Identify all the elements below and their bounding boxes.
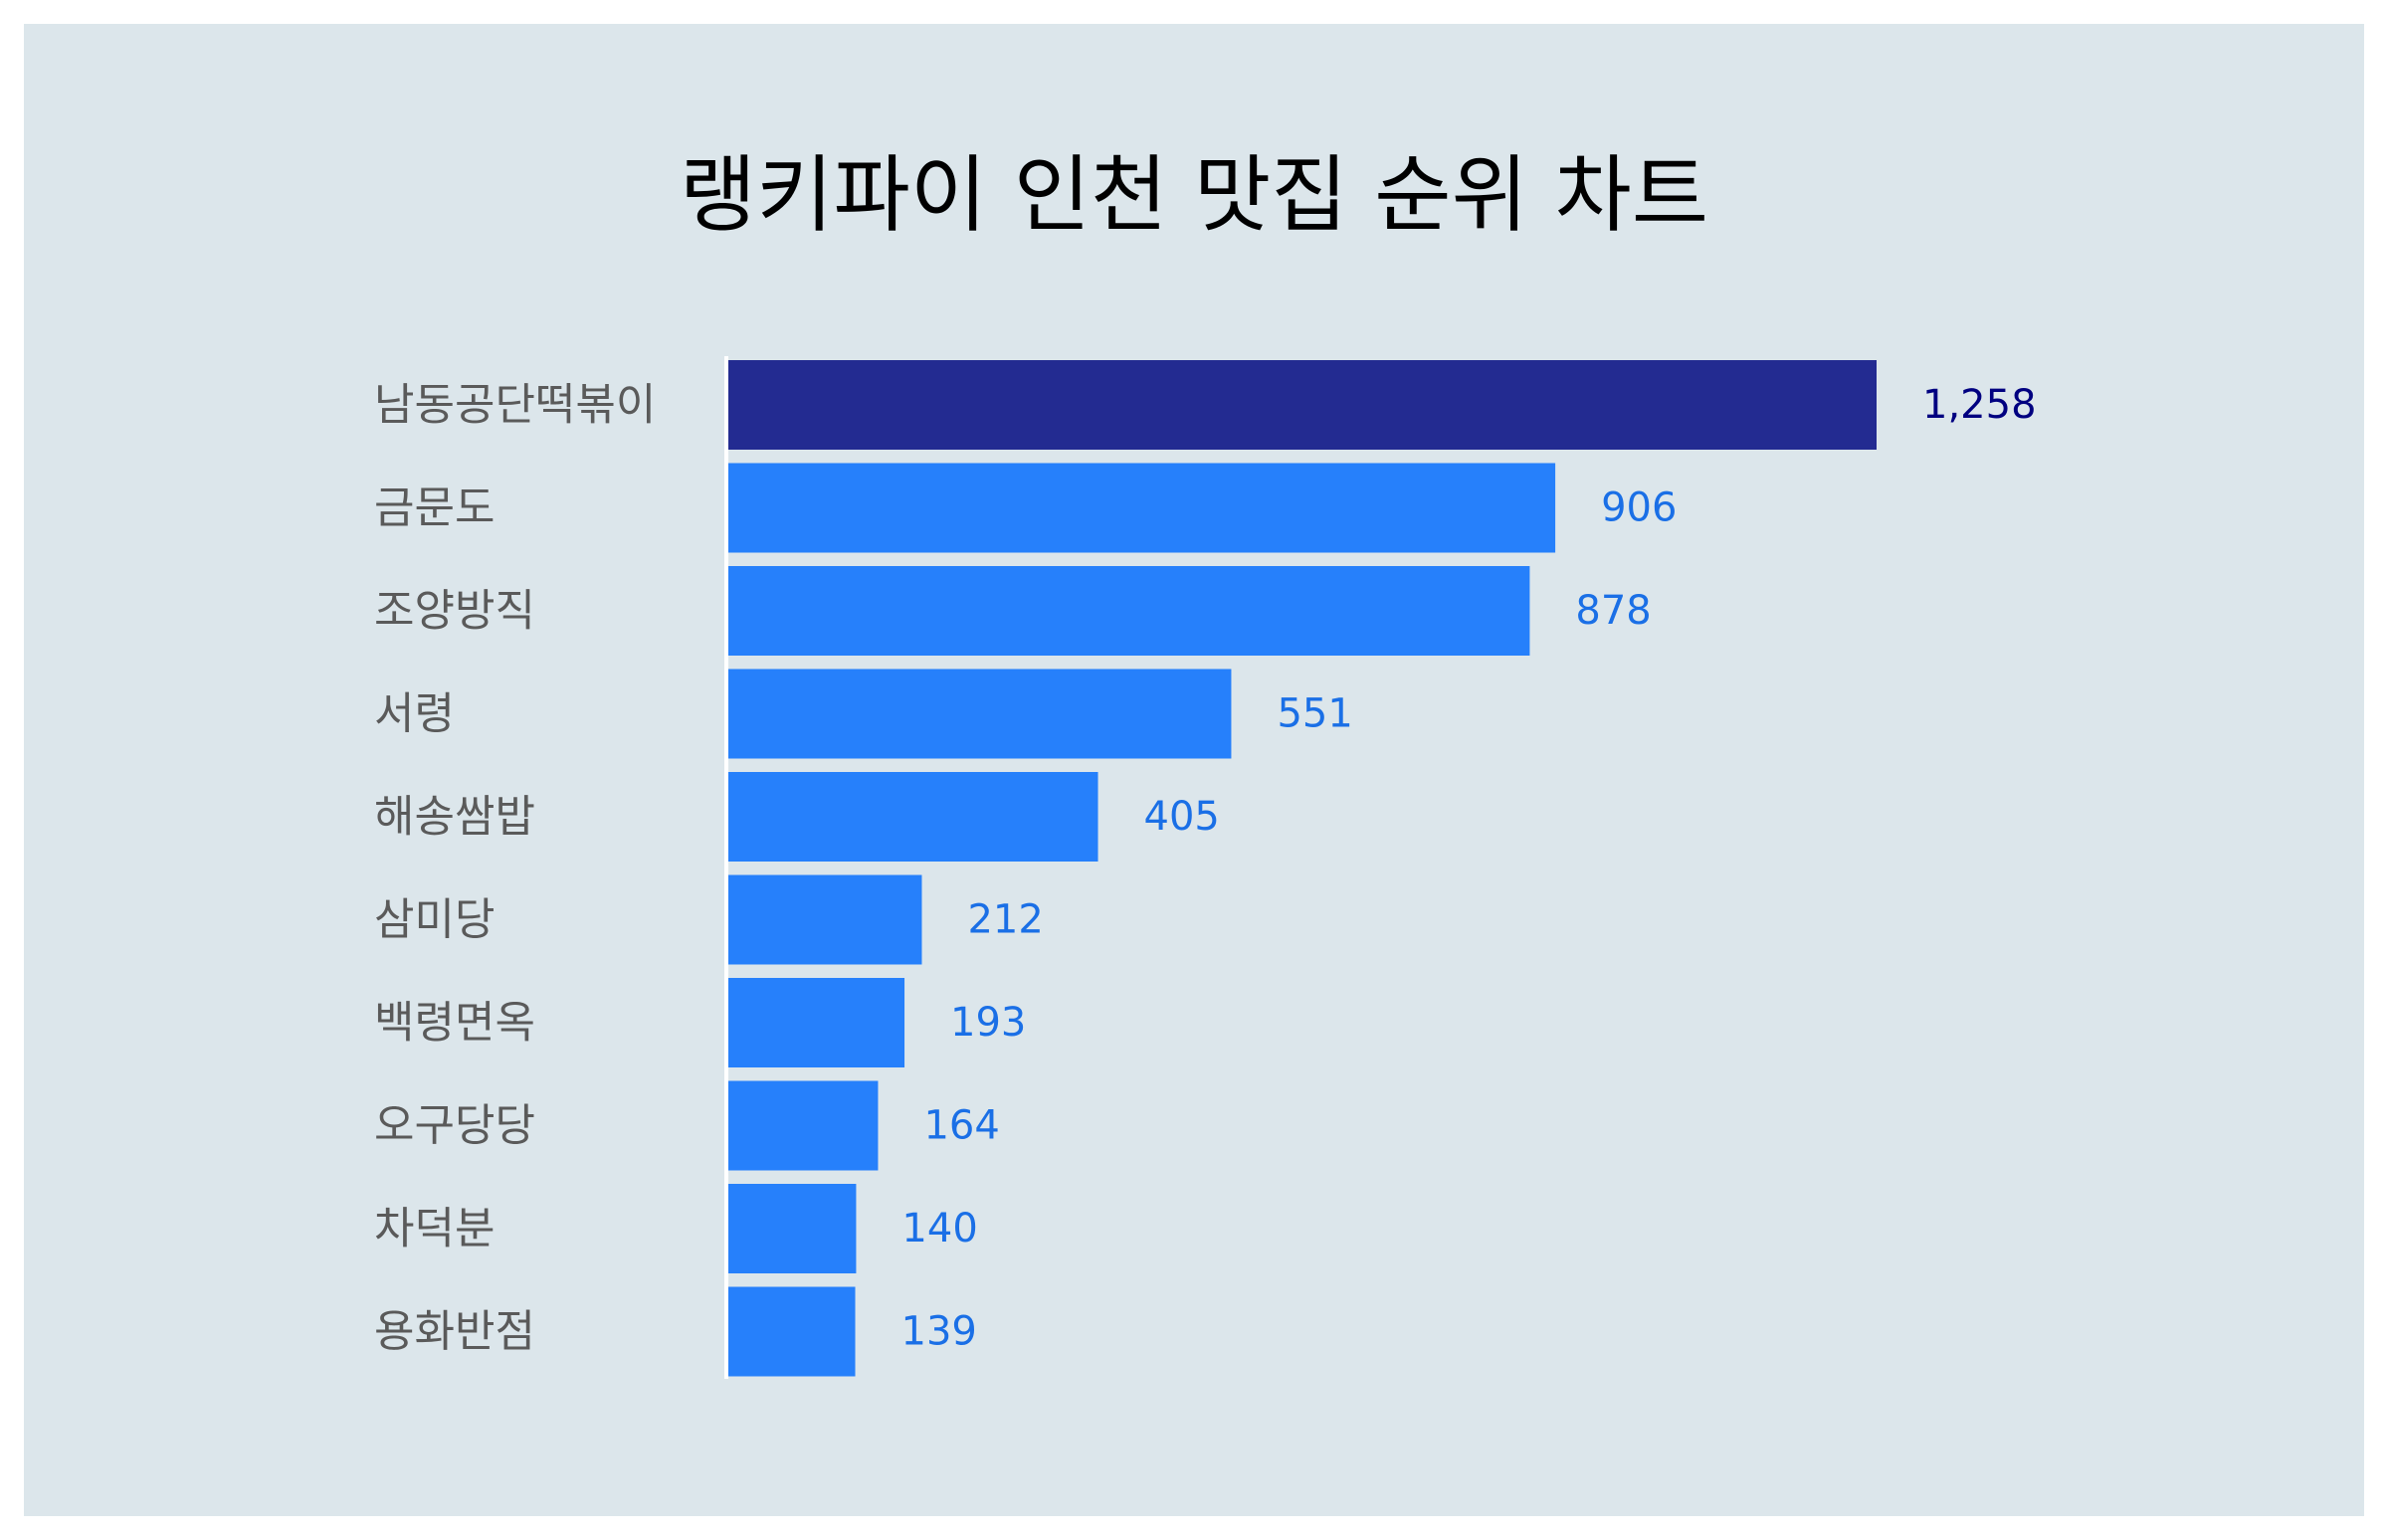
category-label-8: 오구당당 (374, 1100, 535, 1151)
bars-layer: 남동공단떡볶이 1,258 금문도 906 조양방직 878 서령 551 해송쌈밥 405 삼미당… (374, 360, 2037, 1377)
value-label-10: 139 (901, 1309, 977, 1355)
bar-1 (728, 360, 1877, 450)
category-label-2: 금문도 (374, 482, 495, 533)
chart-title: 랭키파이 인천 맛집 순위 차트 (679, 146, 1709, 244)
bar-3 (728, 566, 1530, 656)
value-label-8: 164 (923, 1103, 999, 1149)
category-label-10: 용화반점 (374, 1306, 535, 1357)
chart-panel: 랭키파이 인천 맛집 순위 차트 남동공단떡볶이 1,258 금문도 906 조양방직 8… (24, 24, 2364, 1516)
value-label-1: 1,258 (1922, 382, 2037, 428)
bar-6 (728, 874, 922, 965)
category-label-9: 차덕분 (374, 1204, 495, 1254)
bar-2 (728, 463, 1556, 553)
category-label-5: 해송쌈밥 (374, 792, 535, 843)
bar-chart: 남동공단떡볶이 1,258 금문도 906 조양방직 878 서령 551 해송쌈밥 405 삼미당… (374, 356, 2037, 1379)
value-label-3: 878 (1575, 588, 1651, 634)
category-label-1: 남동공단떡볶이 (374, 380, 656, 431)
category-label-7: 백령면옥 (374, 998, 535, 1049)
value-label-4: 551 (1277, 691, 1352, 737)
bar-10 (728, 1286, 856, 1377)
category-label-6: 삼미당 (374, 894, 495, 945)
bar-9 (728, 1184, 857, 1273)
bar-4 (728, 669, 1232, 759)
value-label-6: 212 (967, 897, 1043, 943)
value-label-9: 140 (901, 1206, 977, 1251)
category-label-4: 서령 (374, 688, 455, 739)
category-label-3: 조양방직 (374, 586, 535, 637)
value-label-7: 193 (950, 1000, 1026, 1046)
value-label-5: 405 (1144, 794, 1220, 840)
bar-7 (728, 978, 905, 1067)
bar-8 (728, 1080, 879, 1171)
bar-5 (728, 772, 1098, 862)
value-label-2: 906 (1601, 485, 1677, 531)
